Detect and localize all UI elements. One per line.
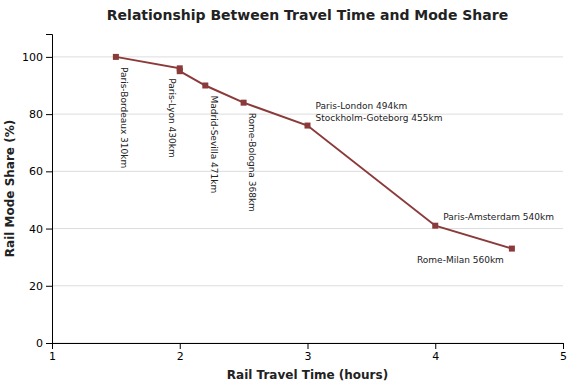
tick-label: 0 xyxy=(36,337,43,350)
tick-mark xyxy=(46,286,52,287)
annotation: Paris-London 494km xyxy=(316,101,408,111)
annotation: Madrid-Sevilla 471km xyxy=(209,96,219,194)
tick-label: 2 xyxy=(177,350,184,363)
tick-label: 5 xyxy=(560,350,567,363)
tick-mark xyxy=(308,343,309,349)
axis-line xyxy=(46,35,53,344)
x-axis-title: Rail Travel Time (hours) xyxy=(227,368,388,382)
x-axis: 1 2 3 4 5 xyxy=(49,343,567,363)
marker xyxy=(432,223,438,229)
annotation: Paris-Amsterdam 540km xyxy=(443,212,554,222)
annotations: Paris-Bordeaux 310km Paris-Lyon 430km Madr… xyxy=(119,67,554,265)
tick: 4 xyxy=(432,343,439,363)
y-axis: 0 20 40 60 80 100 xyxy=(22,35,53,351)
tick-label: 3 xyxy=(305,350,312,363)
tick-label: 60 xyxy=(29,165,43,178)
marker xyxy=(509,246,515,252)
tick: 0 xyxy=(36,337,52,350)
annotation: Stockholm-Goteborg 455km xyxy=(316,113,443,123)
tick: 100 xyxy=(22,51,52,64)
tick: 20 xyxy=(29,280,52,293)
annotation: Rome-Bologna 368km xyxy=(247,113,257,212)
tick: 3 xyxy=(305,343,312,363)
tick-mark xyxy=(46,57,52,58)
grid-line xyxy=(52,56,563,57)
grid-line xyxy=(52,228,563,229)
marker xyxy=(241,100,247,106)
tick: 60 xyxy=(29,165,52,178)
tick-label: 4 xyxy=(432,350,439,363)
chart: 12345020406080100Paris-Bordeaux 310kmPar… xyxy=(0,0,585,387)
annotation: Paris-Bordeaux 310km xyxy=(119,67,129,168)
annotation: Paris-Lyon 430km xyxy=(167,78,177,157)
tick: 80 xyxy=(29,108,52,121)
tick-mark xyxy=(46,229,52,230)
tick: 1 xyxy=(49,343,56,363)
tick-label: 40 xyxy=(29,223,43,236)
tick-mark xyxy=(563,343,564,349)
grid-line xyxy=(52,171,563,172)
tick-mark xyxy=(46,171,52,172)
tick-label: 80 xyxy=(29,108,43,121)
annotation: Rome-Milan 560km xyxy=(417,255,504,265)
tick: 5 xyxy=(560,343,567,363)
tick: 40 xyxy=(29,223,52,236)
tick-label: 1 xyxy=(49,350,56,363)
grid xyxy=(52,57,563,343)
axis-line xyxy=(53,344,564,350)
y-axis-title: Rail Mode Share (%) xyxy=(3,120,17,257)
tick: 2 xyxy=(177,343,184,363)
tick-mark xyxy=(180,343,181,349)
title: Relationship Between Travel Time and Mod… xyxy=(107,7,508,23)
tick-label: 20 xyxy=(29,280,43,293)
tick-mark xyxy=(46,343,52,344)
marker xyxy=(113,54,119,60)
marker xyxy=(202,83,208,89)
tick-label: 100 xyxy=(22,51,43,64)
marker xyxy=(177,68,183,74)
marker xyxy=(305,123,311,129)
tick-mark xyxy=(46,114,52,115)
tick-mark xyxy=(435,343,436,349)
plot-area xyxy=(113,54,515,252)
grid-line xyxy=(52,285,563,286)
